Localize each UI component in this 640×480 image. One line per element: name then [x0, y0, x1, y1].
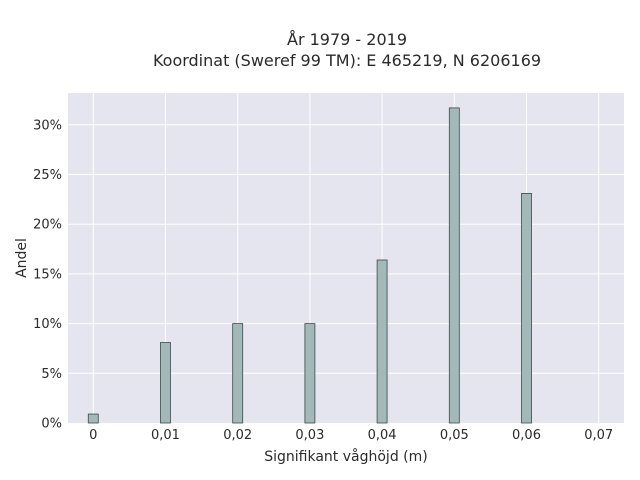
y-tick-label: 30% — [33, 118, 62, 133]
bar — [448, 107, 460, 424]
y-tick-label: 15% — [33, 267, 62, 282]
x-tick-label: 0,05 — [440, 428, 469, 443]
y-tick-label: 0% — [41, 417, 62, 432]
bar — [232, 323, 244, 424]
x-tick-label: 0,02 — [223, 428, 252, 443]
x-tick-labels: 0 0,01 0,02 0,03 0,04 0,05 0,06 0,07 — [89, 428, 613, 443]
bar — [376, 259, 388, 424]
chart-title-line1: År 1979 - 2019 — [287, 30, 407, 49]
x-axis-title: Signifikant våghöjd (m) — [264, 448, 427, 465]
x-tick-label: 0,06 — [512, 428, 541, 443]
y-tick-label: 25% — [33, 168, 62, 183]
x-tick-label: 0,03 — [295, 428, 324, 443]
x-tick-label: 0,07 — [584, 428, 613, 443]
x-tick-label: 0,01 — [151, 428, 180, 443]
bar — [160, 342, 171, 424]
y-tick-label: 20% — [33, 218, 62, 233]
bars — [87, 107, 532, 424]
bar — [521, 192, 532, 424]
bar — [304, 323, 316, 424]
y-tick-labels: 0% 5% 10% 15% 20% 25% 30% — [33, 118, 62, 431]
y-tick-label: 5% — [41, 367, 62, 382]
y-tick-label: 10% — [33, 317, 62, 332]
chart-title-line2: Koordinat (Sweref 99 TM): E 465219, N 62… — [153, 51, 541, 70]
y-axis-title: Andel — [14, 238, 30, 278]
bar — [87, 413, 99, 424]
x-tick-label: 0 — [89, 428, 97, 443]
x-tick-label: 0,04 — [368, 428, 397, 443]
